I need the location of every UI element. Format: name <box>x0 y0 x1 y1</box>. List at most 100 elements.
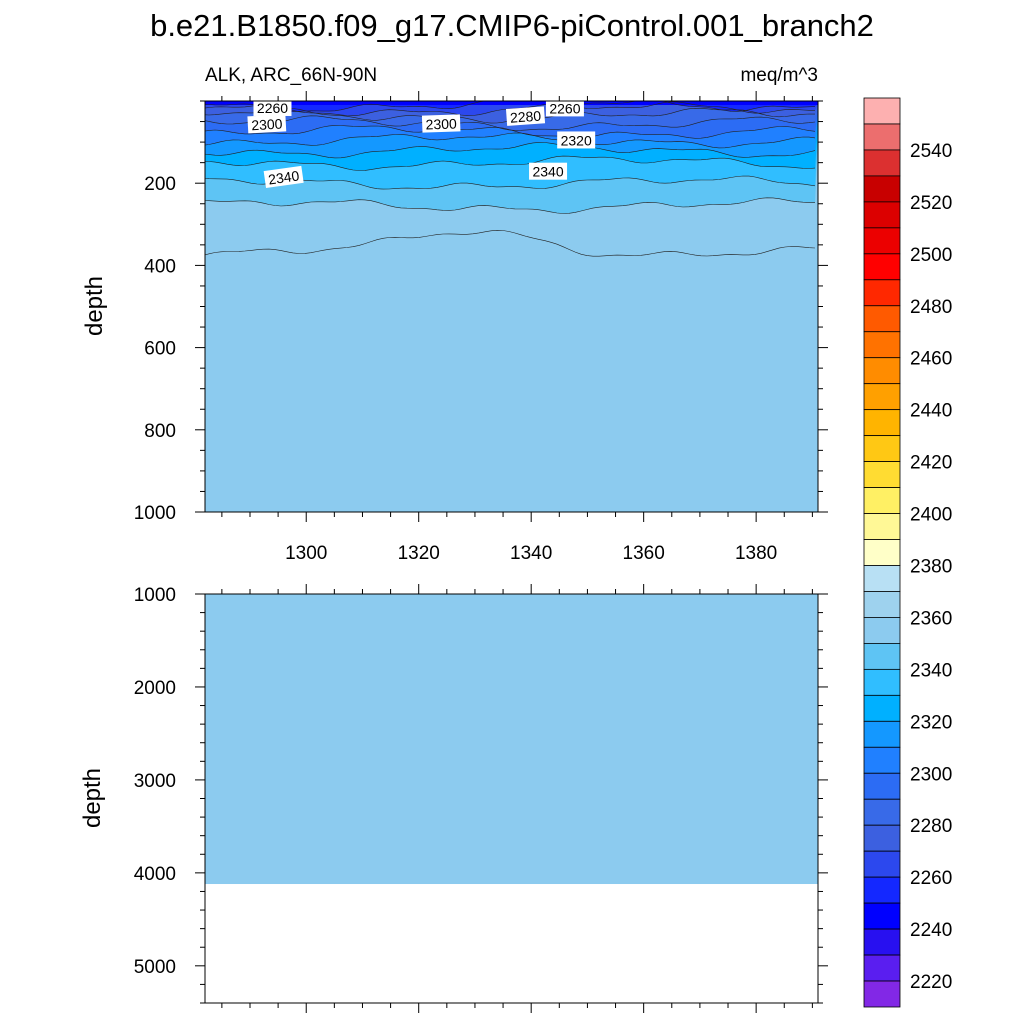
colorbar-box <box>863 383 901 411</box>
colorbar-box <box>863 435 901 462</box>
colorbar-box <box>863 97 901 125</box>
contour-label: 2300 <box>421 114 461 133</box>
colorbar-label: 2420 <box>910 453 952 474</box>
y-tick-label: 2000 <box>134 678 176 699</box>
svg-text:2300: 2300 <box>425 115 457 132</box>
colorbar-label: 2440 <box>910 401 952 422</box>
colorbar-box <box>863 928 901 956</box>
upper-contour-lines <box>205 101 816 257</box>
y-tick-label: 1000 <box>134 585 176 606</box>
colorbar-label: 2240 <box>910 920 952 941</box>
lower-panel: 1000 2000 3000 4000 5000 depth <box>79 584 828 1013</box>
colorbar-label: 2220 <box>910 972 952 993</box>
colorbar-label: 2340 <box>910 660 952 681</box>
colorbar-label: 2500 <box>910 245 952 266</box>
contour-line <box>205 101 816 113</box>
colorbar-box <box>863 617 901 644</box>
colorbar-label: 2480 <box>910 297 952 318</box>
right-subtitle: meq/m^3 <box>740 65 818 86</box>
y-tick-label: 3000 <box>134 771 176 792</box>
x-tick-label: 1320 <box>398 543 440 564</box>
contour-line <box>205 175 816 190</box>
contour-line <box>205 132 816 149</box>
colorbar-box <box>863 461 901 488</box>
upper-contour-labels: 2260 2260 2280 2300 2300 2320 2340 2340 <box>247 98 596 189</box>
upper-y-axis-label: depth <box>81 276 108 336</box>
colorbar-label: 2280 <box>910 816 952 837</box>
svg-text:2260: 2260 <box>257 100 288 116</box>
colorbar-label: 2320 <box>910 712 952 733</box>
colorbar-box <box>863 902 901 930</box>
svg-text:2280: 2280 <box>509 108 541 126</box>
x-tick-label: 1340 <box>510 543 552 564</box>
contour-label: 2340 <box>529 162 568 180</box>
colorbar-box <box>863 487 901 514</box>
contour-line <box>205 229 816 257</box>
colorbar-label: 2520 <box>910 193 952 214</box>
colorbar-box <box>863 772 901 800</box>
colorbar-label: 2400 <box>910 505 952 526</box>
contour-label: 2280 <box>505 106 546 126</box>
colorbar-label: 2540 <box>910 141 952 162</box>
contour-band <box>205 101 818 105</box>
colorbar-box <box>863 643 901 670</box>
colorbar-box <box>863 149 901 177</box>
left-subtitle: ALK, ARC_66N-90N <box>205 65 377 86</box>
x-tick-label: 1360 <box>623 543 665 564</box>
y-tick-label: 4000 <box>134 864 176 885</box>
colorbar-box <box>863 201 901 229</box>
colorbar-box <box>863 980 901 1008</box>
figure-title: b.e21.B1850.f09_g17.CMIP6-piControl.001_… <box>150 8 874 43</box>
svg-text:2340: 2340 <box>267 167 300 187</box>
colorbar-box <box>863 824 901 852</box>
colorbar-label: 2260 <box>910 868 952 889</box>
x-tick-label: 1300 <box>285 543 327 564</box>
contour-line <box>205 155 816 171</box>
colorbar-label: 2380 <box>910 556 952 577</box>
svg-text:2340: 2340 <box>532 164 563 180</box>
lower-contour-fill <box>205 594 818 885</box>
colorbar: 2540 2520 2500 2480 2460 2440 2420 2400 2380 2360… <box>863 97 952 1024</box>
colorbar-box <box>863 876 901 904</box>
colorbar-box <box>863 539 901 566</box>
contour-label: 2300 <box>247 114 287 134</box>
colorbar-box <box>863 954 901 982</box>
colorbar-box <box>863 720 901 748</box>
svg-text:2300: 2300 <box>251 116 283 134</box>
svg-text:2260: 2260 <box>549 100 580 116</box>
colorbar-box <box>863 591 901 618</box>
y-tick-label: 200 <box>144 174 176 195</box>
band-deep <box>205 594 818 885</box>
colorbar-box <box>863 668 901 696</box>
y-tick-label: 5000 <box>134 957 176 978</box>
colorbar-box <box>863 513 901 540</box>
contour-line <box>205 142 816 159</box>
colorbar-box <box>863 565 901 592</box>
colorbar-box <box>863 850 901 878</box>
svg-text:2320: 2320 <box>561 132 592 148</box>
upper-panel: 2260 2260 2280 2300 2300 2320 2340 2340 200 400 6… <box>81 91 828 564</box>
colorbar-box <box>863 227 901 255</box>
colorbar-label: 2360 <box>910 608 952 629</box>
colorbar-box <box>863 331 901 359</box>
colorbar-box <box>863 798 901 826</box>
colorbar-label: 2300 <box>910 764 952 785</box>
colorbar-label: 2460 <box>910 349 952 370</box>
y-tick-label: 400 <box>144 256 176 277</box>
lower-axis-ticks: 1000 2000 3000 4000 5000 <box>134 584 828 1013</box>
colorbar-box <box>863 305 901 333</box>
contour-line <box>205 125 816 139</box>
y-tick-label: 1000 <box>134 503 176 524</box>
colorbar-box <box>863 357 901 385</box>
colorbar-box <box>863 175 901 203</box>
colorbar-box <box>863 253 901 281</box>
contour-label: 2340 <box>263 165 304 189</box>
colorbar-box <box>863 279 901 307</box>
y-tick-label: 600 <box>144 339 176 360</box>
contour-line <box>205 115 816 131</box>
colorbar-box <box>863 123 901 151</box>
colorbar-box <box>863 409 901 437</box>
x-tick-label: 1380 <box>735 543 777 564</box>
y-tick-label: 800 <box>144 421 176 442</box>
